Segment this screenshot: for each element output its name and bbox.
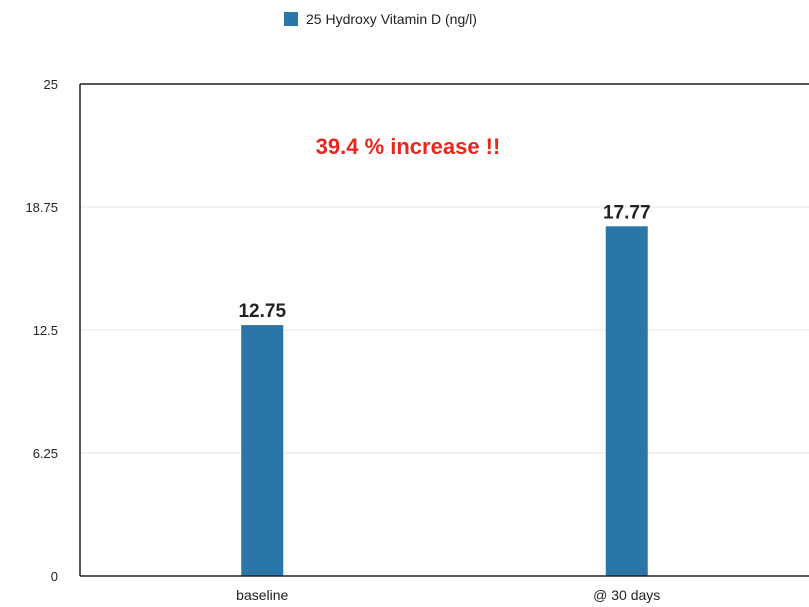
legend-swatch [284,12,298,26]
data-label: 17.77 [603,202,651,223]
increase-annotation: 39.4 % increase !! [316,134,501,159]
y-tick-label: 25 [44,77,58,92]
x-category-label: @ 30 days [593,587,660,603]
x-axis-categories: baseline @ 30 days [236,587,660,603]
data-label: 12.75 [238,301,286,322]
legend-entry: 25 Hydroxy Vitamin D (ng/l) [306,11,477,27]
y-tick-label: 18.75 [25,200,58,215]
legend: 25 Hydroxy Vitamin D (ng/l) [284,11,477,27]
gridlines [80,206,809,454]
y-axis-ticks: 0 6.25 12.5 18.75 25 [25,77,58,584]
bar-0 [241,325,284,576]
y-tick-label: 6.25 [33,446,58,461]
y-tick-label: 12.5 [33,323,58,338]
y-tick-label: 0 [51,569,58,584]
bar-1 [605,226,648,576]
bars [241,226,648,576]
x-category-label: baseline [236,587,288,603]
data-labels: 12.75 17.77 [238,202,650,322]
